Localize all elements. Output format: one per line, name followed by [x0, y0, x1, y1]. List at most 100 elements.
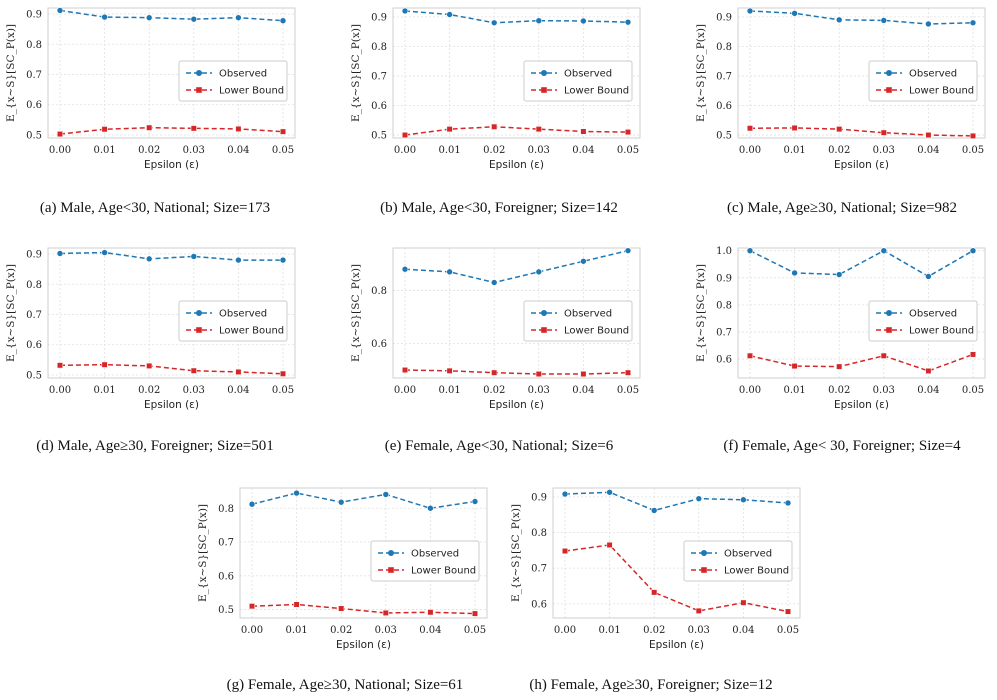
data-point — [427, 504, 434, 512]
legend-label: Observed — [411, 549, 459, 560]
series-line — [749, 249, 974, 278]
data-point — [279, 370, 287, 377]
x-tick-label: 0.03 — [688, 625, 710, 636]
legend-label: Observed — [564, 69, 612, 80]
subfigure-caption: (c) Male, Age≥30, National; Size=982 — [727, 200, 957, 216]
plot-frame — [552, 487, 801, 619]
series-line — [59, 9, 284, 22]
series-observed — [248, 489, 479, 512]
data-point — [145, 255, 153, 263]
x-tick-label: 0.05 — [617, 145, 639, 156]
legend: Observed Lower Bound — [523, 60, 633, 102]
series-observed — [561, 488, 792, 514]
series-line — [749, 10, 974, 25]
y-tick-label: 0.7 — [26, 310, 42, 321]
data-point — [235, 125, 242, 133]
data-point — [338, 605, 345, 612]
data-point — [56, 362, 64, 369]
x-tick-label: 0.01 — [93, 145, 115, 156]
x-tick-label: 0.01 — [93, 385, 115, 396]
legend-label: Observed — [219, 69, 267, 80]
y-tick-label: 0.9 — [716, 12, 732, 23]
data-point — [746, 7, 754, 15]
y-tick-label: 0.8 — [371, 42, 387, 53]
data-point — [190, 125, 197, 132]
y-tick-label: 0.5 — [371, 131, 387, 142]
data-point — [925, 131, 932, 139]
data-point — [784, 499, 792, 507]
data-point — [56, 130, 64, 138]
data-point — [746, 352, 754, 359]
x-tick-label: 0.03 — [873, 385, 895, 396]
data-point — [56, 250, 64, 257]
y-tick-label: 0.6 — [716, 355, 732, 366]
x-tick-label: 0.00 — [739, 145, 761, 156]
data-point — [835, 271, 843, 278]
series-lower-bound — [746, 351, 977, 375]
data-point — [279, 17, 287, 24]
data-point — [784, 608, 792, 615]
y-tick-label: 0.6 — [716, 101, 732, 112]
plot-frame — [47, 7, 296, 139]
legend-label: Observed — [564, 309, 612, 320]
data-point — [235, 14, 242, 21]
data-point — [427, 609, 434, 616]
x-tick-label: 0.04 — [917, 145, 939, 156]
legend-label: Observed — [909, 69, 957, 80]
data-point — [56, 7, 64, 14]
y-tick-label: 0.5 — [716, 131, 732, 142]
plot-frame — [47, 247, 296, 379]
chart-svg: 0.5 0.6 0.7 0.8 0.9 0.00 0.01 0.02 0.03 0.04 0.05 E… — [5, 7, 296, 171]
x-tick-label: 0.02 — [828, 385, 850, 396]
y-tick-label: 0.6 — [371, 101, 387, 112]
legend-marker — [541, 310, 547, 316]
data-point — [190, 15, 198, 23]
chart-svg: 0.5 0.6 0.7 0.8 0.9 0.00 0.01 0.02 0.03 0.04 0.05 E… — [695, 7, 986, 171]
legend-label: Observed — [219, 309, 267, 320]
chart-svg: 0.6 0.7 0.8 0.9 1.0 0.00 0.01 0.02 0.03 0.04 0.05 E… — [695, 246, 986, 411]
y-tick-label: 0.7 — [218, 538, 234, 549]
x-axis-label: Epsilon (ε) — [834, 159, 889, 171]
x-tick-label: 0.00 — [394, 145, 416, 156]
x-tick-label: 0.01 — [438, 385, 460, 396]
series-line — [404, 10, 629, 24]
y-axis-label: E_{x∼S}[SC_P(x)] — [695, 264, 707, 362]
series-line — [59, 126, 284, 135]
series-lower-bound — [401, 366, 632, 378]
series-lower-bound — [401, 123, 632, 139]
y-tick-label: 0.9 — [26, 250, 42, 261]
data-point — [190, 253, 198, 260]
legend: Observed Lower Bound — [868, 60, 978, 102]
data-point — [471, 498, 479, 505]
data-point — [880, 352, 887, 359]
data-point — [235, 368, 242, 376]
y-tick-label: 0.9 — [26, 10, 42, 21]
x-tick-label: 0.03 — [528, 145, 550, 156]
x-tick-label: 0.02 — [138, 145, 160, 156]
legend-marker — [541, 70, 547, 76]
series-line — [404, 126, 629, 136]
legend-marker — [886, 70, 892, 76]
data-point — [535, 268, 543, 276]
data-point — [293, 489, 300, 497]
y-tick-label: 0.6 — [26, 100, 42, 111]
x-tick-label: 0.02 — [330, 625, 352, 636]
y-tick-label: 0.8 — [218, 504, 234, 515]
y-tick-label: 0.7 — [716, 327, 732, 338]
data-point — [969, 247, 977, 255]
data-point — [248, 603, 256, 610]
y-tick-label: 0.6 — [531, 599, 547, 610]
data-point — [146, 362, 153, 370]
x-axis-label: Epsilon (ε) — [489, 399, 544, 411]
chart-panel-4: 0.6 0.8 0.00 0.01 0.02 0.03 0.04 0.05 Epsilon (ε… — [345, 240, 652, 422]
data-point — [969, 351, 977, 358]
y-tick-label: 0.6 — [218, 571, 234, 582]
legend-marker — [886, 327, 892, 333]
legend-label: Lower Bound — [909, 86, 974, 97]
y-axis-label: E_{x∼S}[SC_P(x)] — [5, 264, 17, 362]
y-tick-label: 0.8 — [716, 42, 732, 53]
legend-box — [868, 300, 978, 342]
y-axis-label: E_{x∼S}[SC_P(x)] — [350, 24, 362, 122]
data-point — [969, 132, 977, 140]
series-lower-bound — [56, 361, 287, 377]
